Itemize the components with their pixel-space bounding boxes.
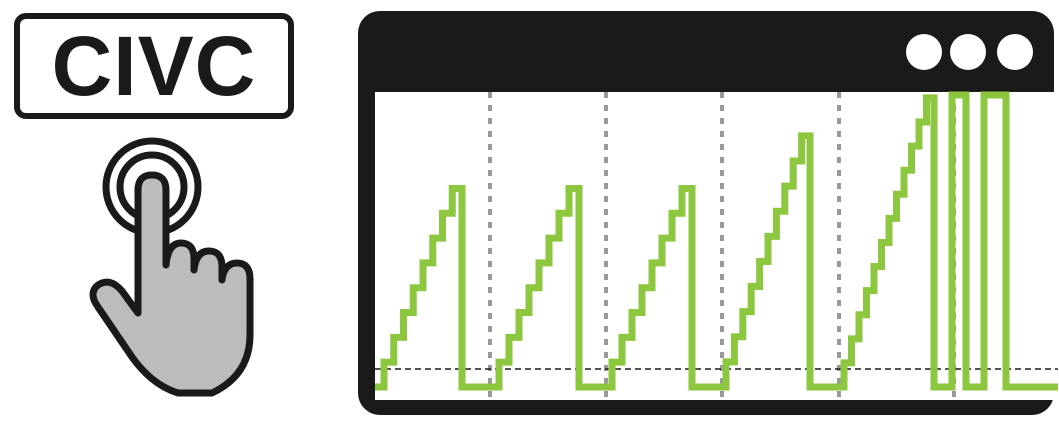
window-dot-icon xyxy=(906,34,942,70)
civc-button-label: CIVC xyxy=(51,19,257,113)
waveform-window xyxy=(358,11,1058,415)
window-dot-icon xyxy=(950,34,986,70)
window-dot-icon xyxy=(997,34,1033,70)
civc-button[interactable]: CIVC xyxy=(14,13,294,119)
hand-shape xyxy=(89,171,254,397)
plot-area xyxy=(375,92,1058,400)
waveform-trace xyxy=(375,91,1058,391)
pointing-hand-tap-icon xyxy=(89,137,254,397)
